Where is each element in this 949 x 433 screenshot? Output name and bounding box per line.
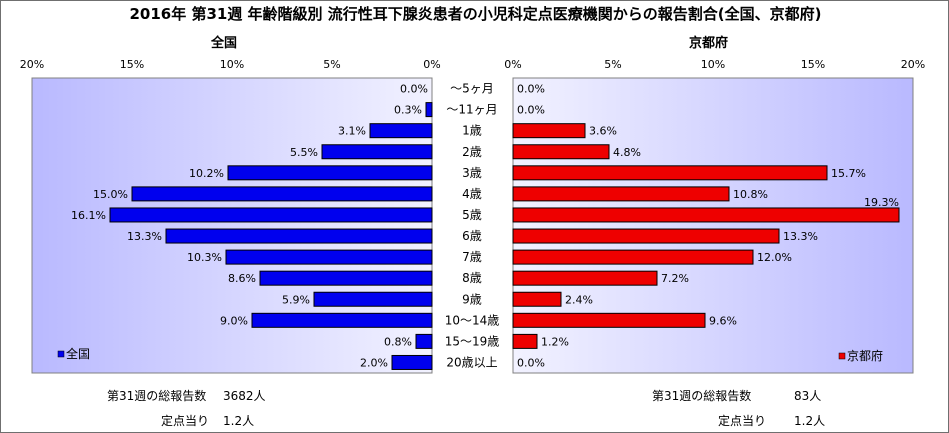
data-label-kyoto-5: 10.8% (733, 188, 768, 201)
data-label-national-7: 13.3% (127, 230, 162, 243)
data-label-national-8: 10.3% (187, 251, 222, 264)
bar-kyoto-7 (512, 228, 780, 244)
bar-kyoto-12 (512, 333, 538, 349)
bar-kyoto-4 (512, 165, 828, 181)
data-label-national-0: 0.0% (400, 83, 428, 96)
tick-label-kyoto-0: 20% (901, 58, 925, 71)
bar-national-6 (109, 207, 433, 223)
tick-label-national-1: 15% (120, 58, 144, 71)
bar-national-13 (391, 354, 433, 370)
data-label-kyoto-9: 7.2% (661, 272, 689, 285)
bar-kyoto-5 (512, 186, 730, 202)
data-label-kyoto-7: 13.3% (783, 230, 818, 243)
bar-kyoto-2 (512, 123, 586, 139)
category-label-12: 15〜19歳 (445, 334, 500, 348)
data-label-kyoto-11: 9.6% (709, 314, 737, 327)
tick-label-kyoto-4: 0% (504, 58, 521, 71)
tick-label-national-2: 10% (220, 58, 244, 71)
national-total-value: 3682人 (223, 389, 266, 403)
category-label-4: 3歳 (462, 166, 482, 180)
bar-national-3 (321, 144, 433, 160)
bar-national-7 (165, 228, 433, 244)
bar-national-11 (251, 312, 433, 328)
bar-kyoto-9 (512, 270, 658, 286)
data-label-national-1: 0.3% (394, 104, 422, 117)
tick-label-national-3: 5% (323, 58, 340, 71)
tick-label-kyoto-3: 5% (604, 58, 621, 71)
tick-label-national-4: 0% (423, 58, 440, 71)
bar-kyoto-11 (512, 312, 706, 328)
tick-label-national-0: 20% (20, 58, 44, 71)
bar-kyoto-3 (512, 144, 610, 160)
kyoto-per-label: 定点当り (718, 414, 767, 428)
data-label-kyoto-10: 2.4% (565, 293, 593, 306)
category-label-0: 〜5ヶ月 (450, 82, 494, 96)
data-label-national-6: 16.1% (71, 209, 106, 222)
bar-national-8 (225, 249, 433, 265)
data-label-national-11: 9.0% (220, 314, 248, 327)
panel-title-national: 全国 (211, 36, 238, 51)
data-label-national-9: 8.6% (228, 272, 256, 285)
kyoto-total-value: 83人 (794, 389, 822, 403)
data-label-kyoto-2: 3.6% (589, 125, 617, 138)
data-label-kyoto-3: 4.8% (613, 146, 641, 159)
national-per-label: 定点当り (161, 414, 210, 428)
category-label-5: 4歳 (462, 187, 482, 201)
data-label-national-4: 10.2% (189, 167, 224, 180)
bar-national-4 (227, 165, 433, 181)
bar-kyoto-10 (512, 291, 562, 307)
tick-label-kyoto-2: 10% (701, 58, 725, 71)
data-label-kyoto-6: 19.3% (864, 196, 899, 209)
bar-national-5 (131, 186, 433, 202)
bar-national-10 (313, 291, 433, 307)
legend-label-kyoto: 京都府 (847, 348, 883, 363)
category-label-2: 1歳 (462, 124, 482, 138)
butterfly-chart: 20% 20% 15% 15% 10% 10% 5% 5% 0% 0% 〜5ヶ月 0.0% 0.0% 〜… (20, 58, 925, 374)
category-label-7: 6歳 (462, 229, 482, 243)
data-label-national-13: 2.0% (360, 356, 388, 369)
kyoto-total-label: 第31週の総報告数 (652, 389, 752, 403)
data-label-national-10: 5.9% (282, 293, 310, 306)
data-label-kyoto-1: 0.0% (517, 104, 545, 117)
data-label-kyoto-12: 1.2% (541, 335, 569, 348)
plot-area-kyoto (512, 77, 914, 374)
plot-area-national (31, 77, 433, 374)
category-label-3: 2歳 (462, 145, 482, 159)
data-label-national-12: 0.8% (384, 335, 412, 348)
chart-title: 2016年 第31週 年齢階級別 流行性耳下腺炎患者の小児科定点医療機関からの報… (129, 5, 822, 23)
category-label-11: 10〜14歳 (445, 313, 500, 327)
legend-swatch-national (57, 350, 65, 358)
bar-kyoto-6 (512, 207, 900, 223)
category-label-10: 9歳 (462, 292, 482, 306)
category-label-9: 8歳 (462, 271, 482, 285)
bar-national-12 (415, 333, 433, 349)
bar-national-1 (425, 102, 433, 118)
kyoto-per-value: 1.2人 (794, 414, 826, 428)
category-label-8: 7歳 (462, 250, 482, 264)
bar-kyoto-8 (512, 249, 754, 265)
category-label-6: 5歳 (462, 208, 482, 222)
bar-national-2 (369, 123, 433, 139)
data-label-kyoto-4: 15.7% (831, 167, 866, 180)
data-label-kyoto-0: 0.0% (517, 83, 545, 96)
legend-label-national: 全国 (66, 346, 90, 361)
panel-title-kyoto: 京都府 (689, 36, 729, 51)
data-label-national-2: 3.1% (338, 125, 366, 138)
category-label-13: 20歳以上 (446, 355, 497, 369)
national-per-value: 1.2人 (223, 414, 255, 428)
national-total-label: 第31週の総報告数 (107, 389, 207, 403)
data-label-national-5: 15.0% (93, 188, 128, 201)
data-label-national-3: 5.5% (290, 146, 318, 159)
category-label-1: 〜11ヶ月 (446, 103, 497, 117)
legend-swatch-kyoto (838, 352, 846, 360)
data-label-kyoto-8: 12.0% (757, 251, 792, 264)
bar-national-9 (259, 270, 433, 286)
tick-label-kyoto-1: 15% (801, 58, 825, 71)
data-label-kyoto-13: 0.0% (517, 356, 545, 369)
